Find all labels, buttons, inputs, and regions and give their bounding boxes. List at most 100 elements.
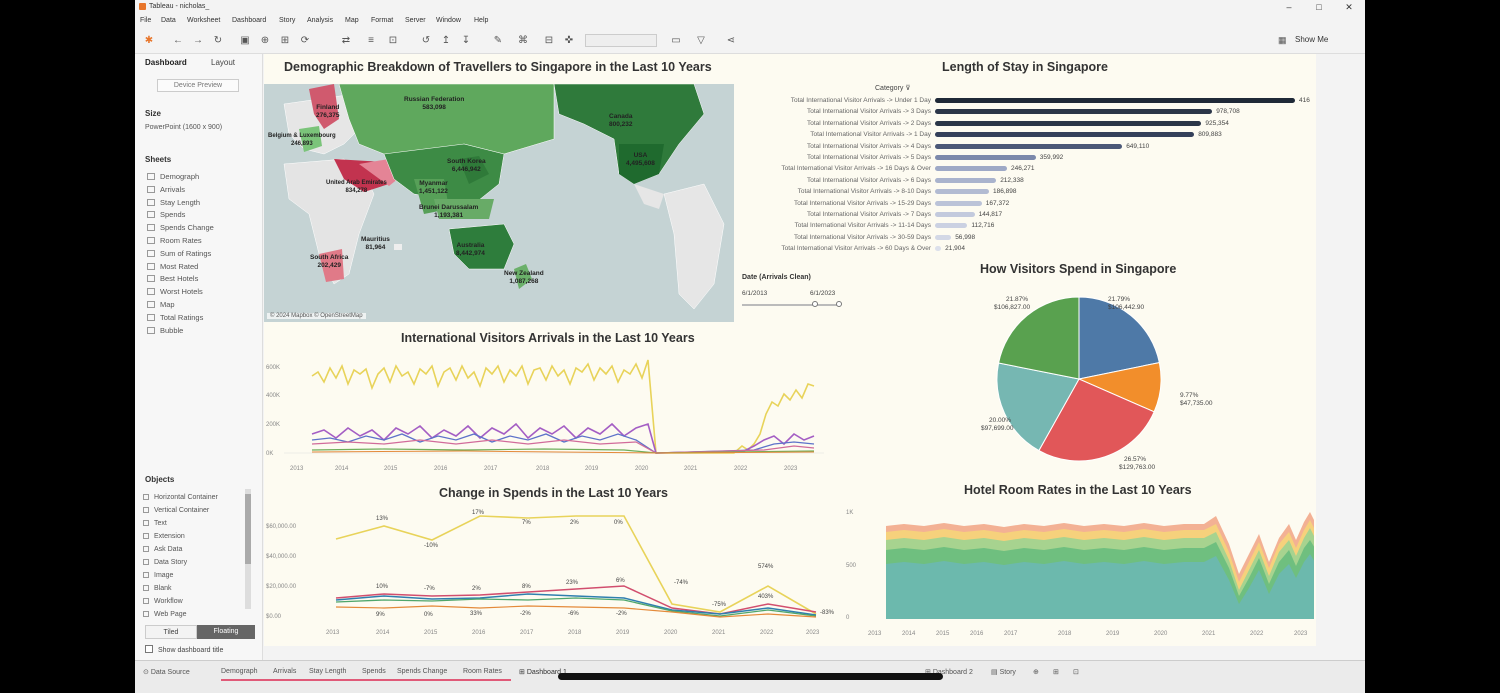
highlight-icon[interactable]: ✎ [493,35,503,46]
tab-story[interactable]: ▤ Story [991,669,1016,676]
object-item[interactable]: Ask Data [143,546,182,553]
tiled-button[interactable]: Tiled [145,625,197,639]
floating-button[interactable]: Floating [197,625,255,639]
stay-row[interactable]: Total International Visitor Arrivals -> … [737,209,1316,220]
date-slider-track[interactable] [742,304,840,306]
share-icon[interactable]: ⋖ [726,35,736,46]
tab-room-rates[interactable]: Room Rates [463,668,502,675]
presentation-icon[interactable]: ▭ [671,35,681,46]
stay-row[interactable]: Total International Visitor Arrivals -> … [737,163,1316,174]
stay-row[interactable]: Total International Visitor Arrivals -> … [737,186,1316,197]
demographic-map[interactable]: Finland 276,375 Russian Federation 583,098… [264,84,734,322]
object-item[interactable]: Workflow [143,598,183,605]
stay-row[interactable]: Total International Visitor Arrivals -> … [737,95,1316,106]
stay-row[interactable]: Total International Visitor Arrivals -> … [737,175,1316,186]
close-button[interactable]: ✕ [1345,2,1353,12]
pie-slice[interactable] [1078,296,1160,380]
sheet-item[interactable]: Demograph [147,172,199,181]
stay-row[interactable]: Total International Visitor Arrivals -> … [737,141,1316,152]
spends-change-chart[interactable]: $60,000.00 $40,000.00 $20,000.00 $0.00 1… [264,504,839,644]
sheet-item[interactable]: Spends Change [147,223,214,232]
date-slider-end-handle[interactable] [836,301,842,307]
labels-icon[interactable]: ⌘ [518,35,528,46]
undo-icon[interactable]: ↺ [421,35,431,46]
menu-format[interactable]: Format [371,17,394,24]
pin-icon[interactable]: ✜ [564,35,574,46]
tab-data-source[interactable]: ⊙ Data Source [143,669,190,676]
tab-dashboard-2[interactable]: ⊞ Dashboard 2 [925,669,973,676]
show-me-icon[interactable]: ▦ [1278,35,1287,45]
sheet-item[interactable]: Spends [147,210,185,219]
group-icon[interactable]: ⊡ [388,35,398,46]
sheet-item[interactable]: Sum of Ratings [147,249,211,258]
spend-pie-chart[interactable]: 21.79% $106,442.90 9.77% $47,735.00 26.5… [844,279,1314,479]
hotel-rates-chart[interactable]: 1K 500 0 2013 2014 2015 2016 2017 2018 2… [844,504,1314,644]
object-item[interactable]: Blank [143,585,172,592]
minimize-button[interactable]: – [1286,2,1292,12]
tab-demograph[interactable]: Demograph [221,668,258,675]
sheet-item[interactable]: Best Hotels [147,274,198,283]
sort-asc-icon[interactable]: ↥ [441,35,451,46]
tab-spends[interactable]: Spends [362,668,386,675]
new-sheet-icon[interactable]: ⊞ [280,35,290,46]
sort-icon[interactable]: ≡ [368,35,374,46]
stay-row[interactable]: Total International Visitor Arrivals -> … [737,220,1316,231]
object-item[interactable]: Data Story [143,559,187,566]
refresh-icon[interactable]: ⟳ [300,35,310,46]
sheet-item[interactable]: Total Ratings [147,313,203,322]
stay-row[interactable]: Total International Visitor Arrivals -> … [737,232,1316,243]
back-icon[interactable]: ← [173,35,183,46]
stay-row[interactable]: Total International Visitor Arrivals -> … [737,118,1316,129]
show-me-button[interactable]: Show Me [1295,35,1329,44]
object-item[interactable]: Image [143,572,173,579]
sheet-item[interactable]: Most Rated [147,262,198,271]
swap-icon[interactable]: ⇄ [341,35,351,46]
tab-stay-length[interactable]: Stay Length [309,668,347,675]
tooltip-icon[interactable]: ▽ [697,35,705,46]
menu-window[interactable]: Window [436,17,461,24]
sort-desc-icon[interactable]: ↧ [461,35,471,46]
object-item[interactable]: Web Page [143,611,187,618]
menu-story[interactable]: Story [279,17,296,24]
menu-worksheet[interactable]: Worksheet [187,17,221,24]
new-dashboard-icon[interactable]: ⊞ [1053,669,1059,676]
stay-row[interactable]: Total International Visitor Arrivals -> … [737,152,1316,163]
device-preview-button[interactable]: Device Preview [157,79,239,92]
menu-data[interactable]: Data [161,17,176,24]
menu-help[interactable]: Help [474,17,489,24]
tableau-logo-icon[interactable]: ✱ [144,35,154,46]
stay-row[interactable]: Total International Visitor Arrivals -> … [737,129,1316,140]
forward-icon[interactable]: → [193,35,203,46]
tab-layout[interactable]: Layout [211,58,236,67]
maximize-button[interactable]: □ [1316,2,1322,12]
stay-row[interactable]: Total International Visitor Arrivals -> … [737,243,1316,254]
show-dashboard-title-checkbox[interactable]: Show dashboard title [145,645,223,654]
pie-slice[interactable] [996,362,1080,452]
sheet-item[interactable]: Worst Hotels [147,287,203,296]
menu-analysis[interactable]: Analysis [307,17,334,24]
object-item[interactable]: Vertical Container [143,507,209,514]
objects-scrollbar[interactable] [245,489,251,609]
menu-file[interactable]: File [140,17,152,24]
new-datasource-icon[interactable]: ⊕ [260,35,270,46]
date-filter-end[interactable]: 6/1/2023 [810,290,836,297]
date-slider-start-handle[interactable] [812,301,818,307]
object-item[interactable]: Horizontal Container [143,494,218,501]
sheet-item[interactable]: Bubble [147,326,183,335]
date-filter-start[interactable]: 6/1/2013 [742,290,768,297]
menu-map[interactable]: Map [345,17,359,24]
sheet-item[interactable]: Room Rates [147,236,202,245]
menu-server[interactable]: Server [405,17,426,24]
sheet-item[interactable]: Arrivals [147,185,185,194]
object-item[interactable]: Text [143,520,167,527]
new-story-icon[interactable]: ⊡ [1073,669,1079,676]
redo-icon[interactable]: ↻ [213,35,223,46]
tab-dashboard-1[interactable]: ⊞ Dashboard 1 [519,669,567,676]
object-item[interactable]: Extension [143,533,185,540]
arrivals-chart[interactable]: 600K 400K 200K 0K 2013 2014 2015 2016 20… [264,354,839,479]
date-filter[interactable]: Date (Arrivals Clean) 6/1/2013 6/1/2023 [742,274,842,307]
tab-spends-change[interactable]: Spends Change [397,668,448,675]
fix-axes-icon[interactable]: ⊟ [544,35,554,46]
stay-row[interactable]: Total International Visitor Arrivals -> … [737,106,1316,117]
sheet-item[interactable]: Map [147,300,175,309]
